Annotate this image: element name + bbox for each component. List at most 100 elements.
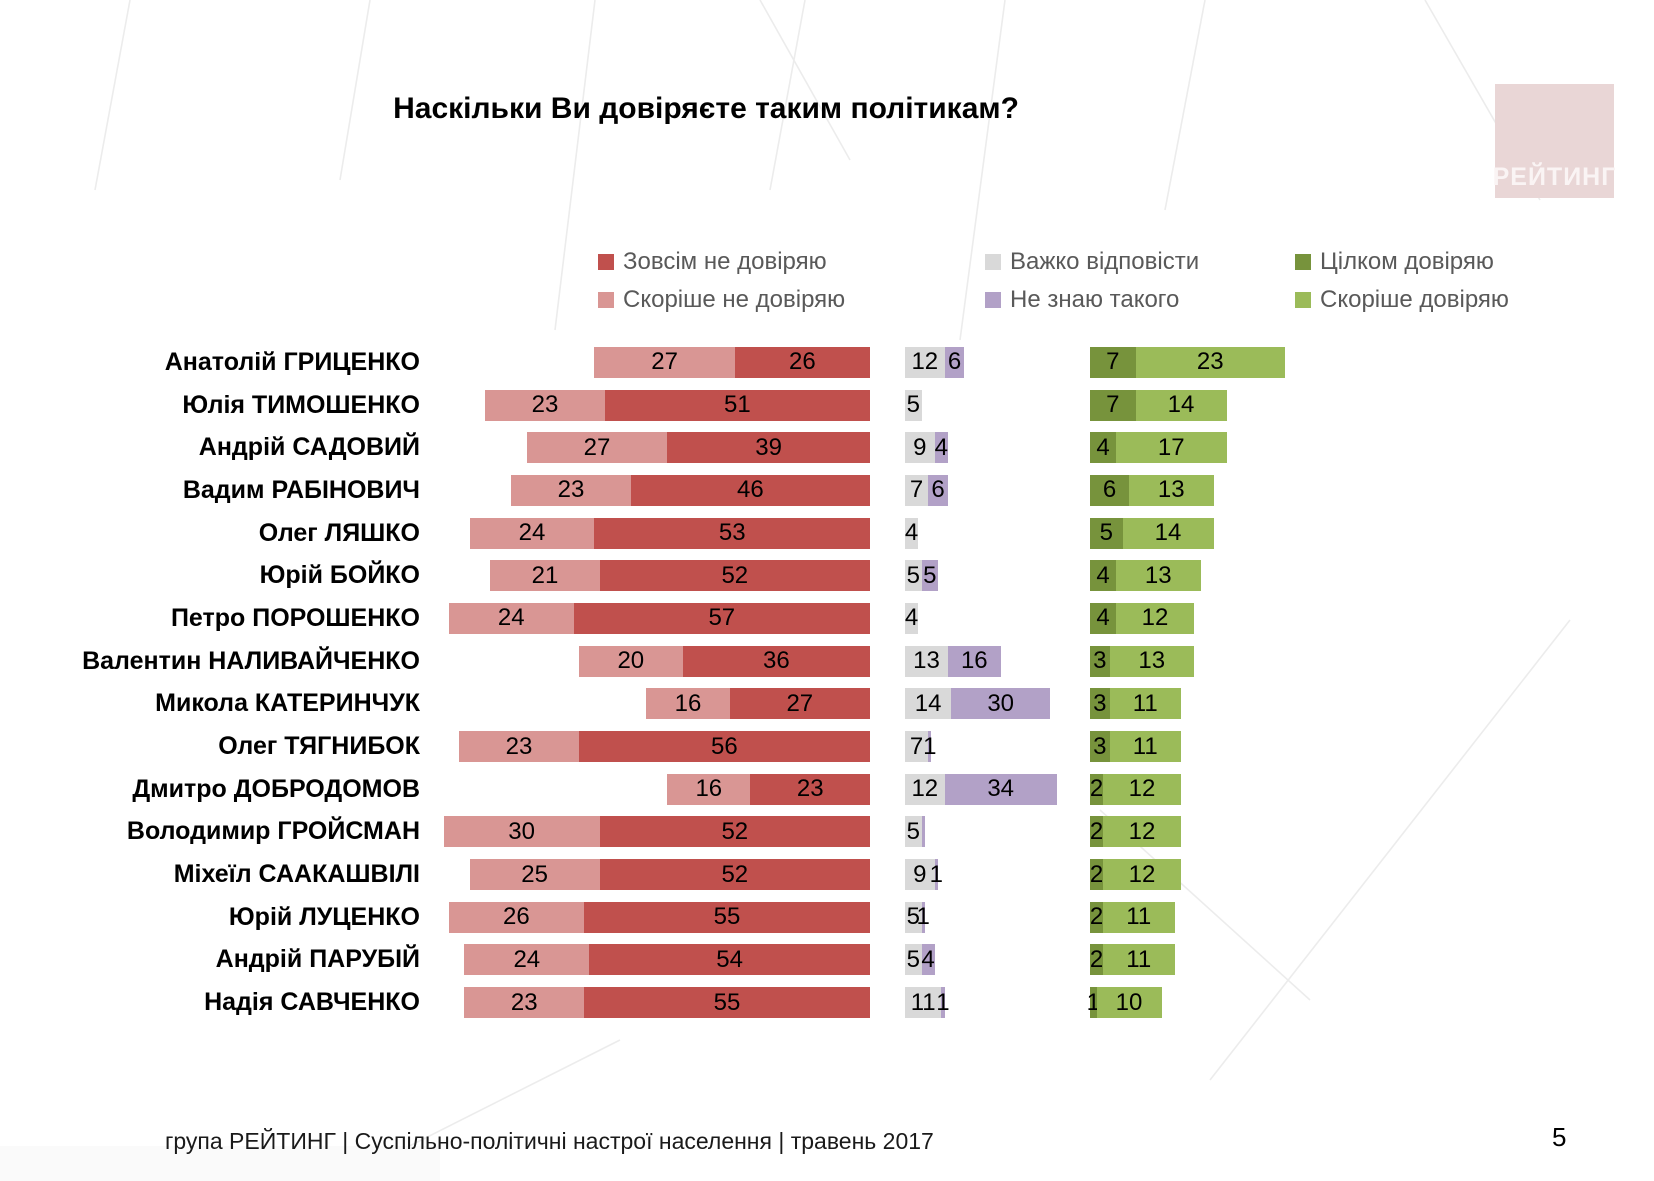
bar-value-label: 6 (931, 476, 945, 504)
bar-not-trust-at-all: 46 (630, 474, 870, 506)
page-number: 5 (1552, 1122, 1567, 1152)
bar-dont-know-person: 1 (916, 901, 930, 933)
bar-hard-to-say: 12 (905, 773, 945, 805)
politician-name: Андрій ПАРУБІЙ (215, 945, 420, 974)
positive-panel: 2 11 (1090, 944, 1175, 976)
negative-panel: 23 56 (420, 731, 870, 763)
bar-value-label: 30 (987, 689, 1015, 717)
bar-value-label: 46 (737, 476, 764, 504)
bar-value-label: 16 (960, 647, 988, 675)
neutral-panel: 11 1 (905, 987, 1090, 1019)
positive-panel: 1 10 (1087, 987, 1162, 1019)
politician-name: Юрій ЛУЦЕНКО (228, 902, 420, 931)
bar-value-label: 23 (796, 775, 824, 803)
bar-hard-to-say: 5 (905, 389, 922, 421)
bar-rather-not-trust: 20 (578, 645, 683, 677)
bar-rather-not-trust: 27 (594, 346, 735, 378)
bar-rather-not-trust: 30 (443, 816, 600, 848)
bar-value-label: 2 (1089, 860, 1104, 888)
negative-panel: 26 55 (420, 901, 870, 933)
politician-name: Петро ПОРОШЕНКО (170, 603, 420, 632)
bar-value-label: 13 (1138, 647, 1166, 675)
bar-value-label: 7 (1106, 348, 1120, 376)
neutral-panel: 5 (905, 389, 1090, 421)
neutral-panel: 12 34 (905, 773, 1090, 805)
footer-source-line: група РЕЙТИНГ | Суспільно-політичні наст… (165, 1128, 934, 1154)
bar-value-label: 56 (711, 732, 738, 760)
bar-value-label: 52 (721, 860, 749, 888)
bar-rather-not-trust: 23 (459, 731, 579, 763)
bar-value-label: 23 (557, 476, 585, 504)
bar-fully-trust: 5 (1090, 517, 1123, 549)
positive-panel: 2 12 (1090, 816, 1181, 848)
bar-fully-trust: 7 (1090, 389, 1136, 421)
bar-value-label: 9 (913, 433, 927, 461)
positive-panel: 7 14 (1090, 389, 1227, 421)
bar-value-label: 5 (906, 903, 920, 931)
negative-panel: 30 52 (420, 816, 870, 848)
legend-label: Цілком довіряю (1320, 248, 1494, 275)
bar-value-label: 27 (583, 433, 611, 461)
bar-fully-trust: 3 (1090, 688, 1110, 720)
logo-wordmark: РЕЙТИНГ (1492, 163, 1617, 191)
positive-panel: 3 13 (1090, 645, 1194, 677)
chart-row: Міхеїл СААКАШВІЛІ 25 52 9 1 2 12 (0, 853, 1654, 896)
bar-value-label: 24 (518, 519, 546, 547)
bar-value-label: 3 (1093, 732, 1107, 760)
bar-rather-trust: 17 (1116, 432, 1227, 464)
bar-value-label: 36 (763, 647, 790, 675)
negative-panel: 24 54 (420, 944, 870, 976)
positive-panel: 2 12 (1089, 859, 1181, 891)
legend-column-positive: Цілком довіряю Скоріше довіряю (1295, 248, 1509, 314)
positive-panel: 4 12 (1090, 602, 1194, 634)
bar-value-label: 4 (934, 433, 948, 461)
bar-value-label: 34 (987, 775, 1015, 803)
legend-label: Не знаю такого (1010, 286, 1180, 313)
chart-row: Юрій ЛУЦЕНКО 26 55 5 1 2 11 (0, 896, 1654, 939)
politician-name: Андрій САДОВИЙ (198, 433, 420, 462)
bar-value-label: 12 (1128, 817, 1156, 845)
legend-label: Зовсім не довіряю (623, 248, 827, 275)
bar-value-label: 52 (721, 561, 749, 589)
positive-panel: 3 11 (1090, 688, 1181, 720)
bar-value-label: 53 (718, 519, 746, 547)
bar-fully-trust: 4 (1090, 602, 1116, 634)
bar-rather-trust: 12 (1103, 859, 1181, 891)
positive-panel: 7 23 (1090, 346, 1285, 378)
bar-rather-trust: 11 (1109, 731, 1181, 763)
bar-value-label: 5 (906, 817, 920, 845)
bar-value-label: 1 (936, 988, 950, 1016)
positive-panel: 6 13 (1090, 474, 1214, 506)
bar-not-trust-at-all: 53 (594, 517, 870, 549)
bar-value-label: 5 (906, 561, 920, 589)
bar-value-label: 39 (755, 433, 782, 461)
bar-value-label: 9 (913, 860, 927, 888)
chart-row: Володимир ГРОЙСМАН 30 52 5 2 12 (0, 811, 1654, 854)
legend-swatch-fully-trust (1295, 254, 1311, 270)
neutral-panel: 4 (905, 602, 1090, 634)
bar-rather-not-trust: 26 (448, 901, 584, 933)
neutral-panel: 4 (904, 517, 1090, 549)
bar-value-label: 51 (724, 391, 751, 419)
legend-item-fully-trust: Цілком довіряю (1295, 248, 1509, 276)
bar-rather-not-trust: 21 (490, 560, 600, 592)
bar-value-label: 21 (531, 561, 559, 589)
bar-dont-know-person: 6 (944, 346, 965, 378)
politician-name: Володимир ГРОЙСМАН (126, 817, 420, 846)
bar-value-label: 13 (913, 647, 940, 675)
bar-value-label: 17 (1157, 433, 1185, 461)
bar-value-label: 1 (929, 860, 944, 888)
legend: Зовсім не довіряю Скоріше не довіряю Важ… (0, 248, 1654, 338)
bar-value-label: 4 (921, 945, 935, 973)
bar-value-label: 55 (713, 903, 741, 931)
bar-value-label: 4 (904, 519, 919, 547)
bar-value-label: 14 (914, 689, 942, 717)
bar-not-trust-at-all: 55 (584, 987, 870, 1019)
bar-hard-to-say: 4 (904, 517, 919, 549)
bar-not-trust-at-all: 56 (578, 731, 870, 763)
chart-row: Анатолій ГРИЦЕНКО 27 26 12 6 7 23 (0, 341, 1654, 384)
bar-dont-know-person: 5 (921, 560, 938, 592)
bar-not-trust-at-all: 54 (589, 944, 870, 976)
